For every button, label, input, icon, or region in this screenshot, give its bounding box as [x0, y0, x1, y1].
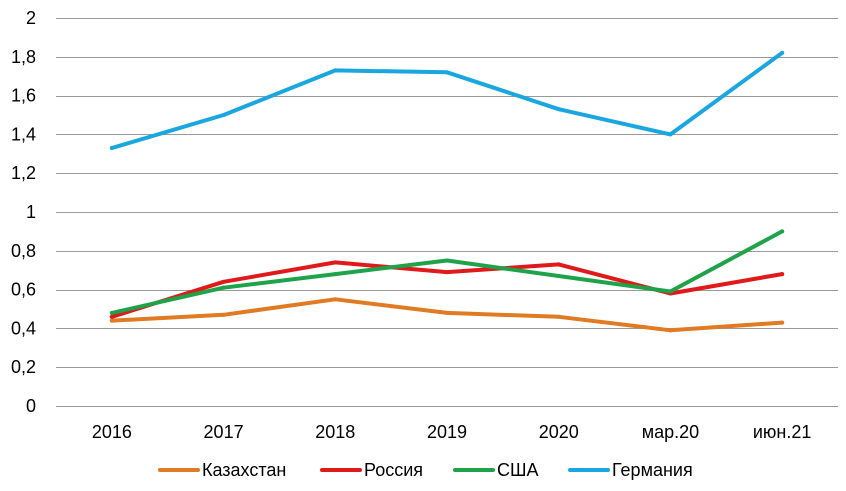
data-point	[109, 145, 114, 150]
data-point	[780, 320, 785, 325]
x-tick-label: 2018	[315, 422, 355, 442]
y-tick-label: 0,8	[11, 241, 36, 261]
y-tick-label: 0,6	[11, 280, 36, 300]
data-point	[780, 229, 785, 234]
data-point	[109, 318, 114, 323]
y-tick-label: 1,6	[11, 86, 36, 106]
data-point	[221, 113, 226, 117]
series-line	[109, 50, 785, 150]
y-tick-label: 1,8	[11, 47, 36, 67]
data-point	[109, 310, 114, 315]
data-point	[556, 274, 561, 279]
data-point	[668, 132, 673, 137]
data-point	[780, 50, 785, 55]
legend-label: США	[497, 460, 539, 480]
data-point	[221, 279, 226, 284]
data-point	[445, 70, 449, 75]
y-tick-label: 1	[26, 202, 36, 222]
x-axis-ticks: 2016 2017 2018 2019 2020 мар.20 июн.21	[92, 422, 812, 442]
legend-item: Германия	[568, 460, 693, 480]
data-point	[221, 285, 226, 290]
data-point	[333, 272, 338, 277]
data-point	[668, 328, 673, 333]
legend-label: Германия	[612, 460, 693, 480]
x-tick-label: 2016	[92, 422, 132, 442]
x-tick-label: 2020	[539, 422, 579, 442]
data-point	[333, 297, 338, 302]
data-point	[668, 289, 673, 294]
y-tick-label: 0,2	[11, 357, 36, 377]
data-point	[445, 270, 449, 275]
legend-label: Казахстан	[202, 460, 286, 480]
y-tick-label: 1,4	[11, 124, 36, 144]
series-0	[109, 297, 785, 333]
legend-item: Казахстан	[158, 460, 286, 480]
y-tick-label: 0	[26, 396, 36, 416]
x-tick-label: 2019	[427, 422, 467, 442]
series-2	[109, 229, 785, 315]
gridlines	[56, 18, 838, 407]
legend-label: Россия	[364, 460, 423, 480]
data-point	[333, 260, 338, 265]
data-point	[445, 310, 449, 315]
data-point	[556, 262, 561, 267]
legend-item: США	[453, 460, 539, 480]
y-tick-label: 1,2	[11, 163, 36, 183]
data-point	[556, 314, 561, 319]
x-tick-label: 2017	[204, 422, 244, 442]
legend-item: Россия	[320, 460, 423, 480]
data-point	[333, 68, 338, 73]
data-point	[445, 258, 449, 263]
y-tick-label: 0,4	[11, 318, 36, 338]
data-point	[556, 107, 561, 112]
series-lines	[109, 50, 785, 333]
y-axis-ticks: 0 0,2 0,4 0,6 0,8 1 1,2 1,4 1,6 1,8 2	[11, 8, 36, 416]
x-tick-label: мар.20	[642, 422, 699, 442]
data-point	[109, 314, 114, 319]
data-point	[780, 272, 785, 277]
y-tick-label: 2	[26, 8, 36, 28]
x-tick-label: июн.21	[753, 422, 812, 442]
series-3	[109, 50, 785, 150]
legend: Казахстан Россия США Германия	[158, 460, 693, 480]
data-point	[221, 312, 226, 317]
